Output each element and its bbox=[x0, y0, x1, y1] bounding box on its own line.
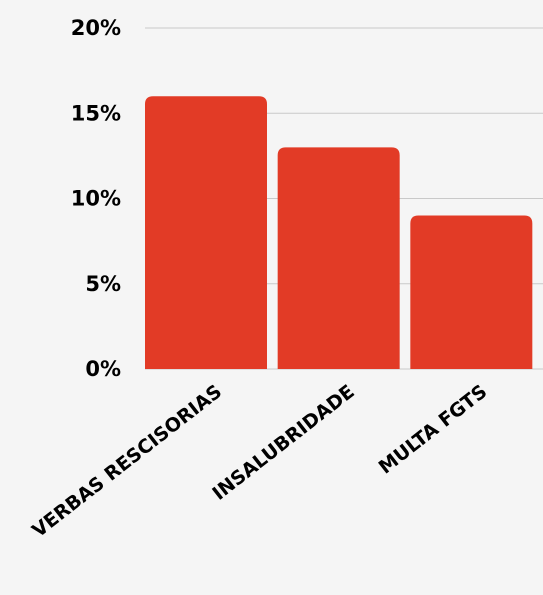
y-tick-label: 15% bbox=[71, 101, 121, 125]
y-tick-label: 5% bbox=[85, 272, 121, 296]
bar-verbas-rescisorias bbox=[145, 96, 267, 369]
y-tick-label: 20% bbox=[71, 16, 121, 40]
bar-multa-fgts bbox=[410, 215, 533, 369]
y-tick-label: 10% bbox=[71, 187, 121, 211]
y-tick-label: 0% bbox=[85, 357, 121, 381]
y-axis-tick-labels: 0% 5% 10% 15% 20% bbox=[71, 16, 121, 381]
bars bbox=[145, 96, 533, 369]
bar-insalubridade bbox=[277, 147, 400, 369]
